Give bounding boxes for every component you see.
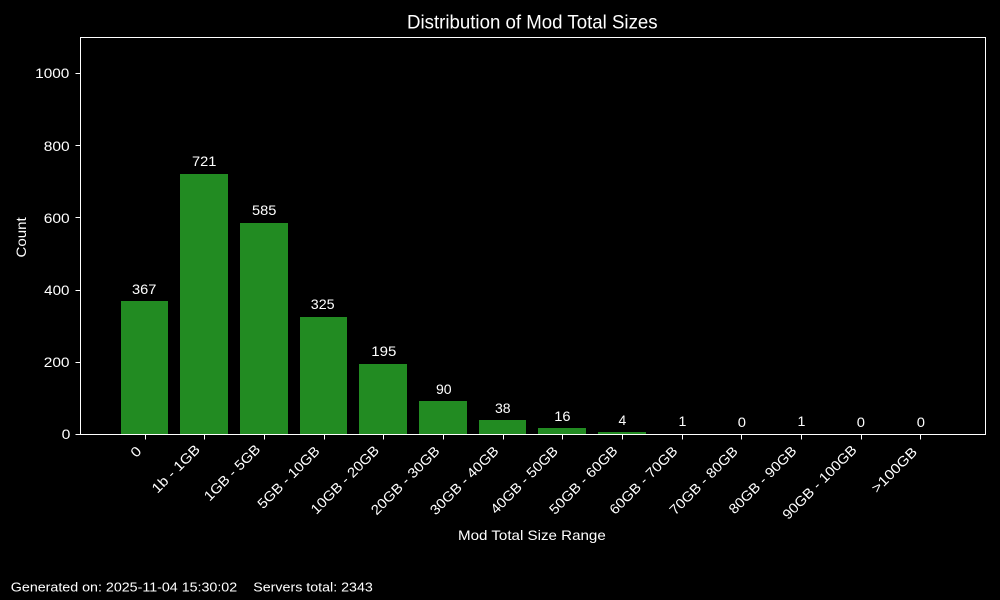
svg-text:400: 400 <box>44 282 70 298</box>
svg-text:200: 200 <box>44 354 70 370</box>
svg-text:0: 0 <box>917 414 925 430</box>
svg-text:16: 16 <box>554 408 571 424</box>
svg-text:Generated on: 2025-11-04 15:30: Generated on: 2025-11-04 15:30:02 <box>11 580 237 595</box>
svg-text:1: 1 <box>679 413 687 429</box>
svg-text:195: 195 <box>371 343 396 359</box>
svg-text:585: 585 <box>252 202 277 218</box>
svg-text:90: 90 <box>436 381 452 397</box>
svg-text:721: 721 <box>192 153 217 169</box>
svg-text:0: 0 <box>62 426 71 442</box>
svg-text:325: 325 <box>311 296 335 312</box>
svg-text:4: 4 <box>619 412 627 428</box>
svg-text:367: 367 <box>132 281 157 297</box>
svg-text:0: 0 <box>857 414 865 430</box>
svg-text:Count: Count <box>13 217 29 257</box>
svg-text:Servers total: 2343: Servers total: 2343 <box>253 580 373 595</box>
svg-text:Distribution of Mod Total Size: Distribution of Mod Total Sizes <box>407 12 658 33</box>
svg-text:Mod Total Size Range: Mod Total Size Range <box>458 527 606 543</box>
svg-text:1000: 1000 <box>35 65 69 81</box>
svg-text:1: 1 <box>798 413 806 429</box>
svg-text:800: 800 <box>44 138 70 154</box>
svg-text:0: 0 <box>738 414 746 430</box>
svg-text:38: 38 <box>495 400 511 416</box>
svg-text:600: 600 <box>44 210 70 226</box>
